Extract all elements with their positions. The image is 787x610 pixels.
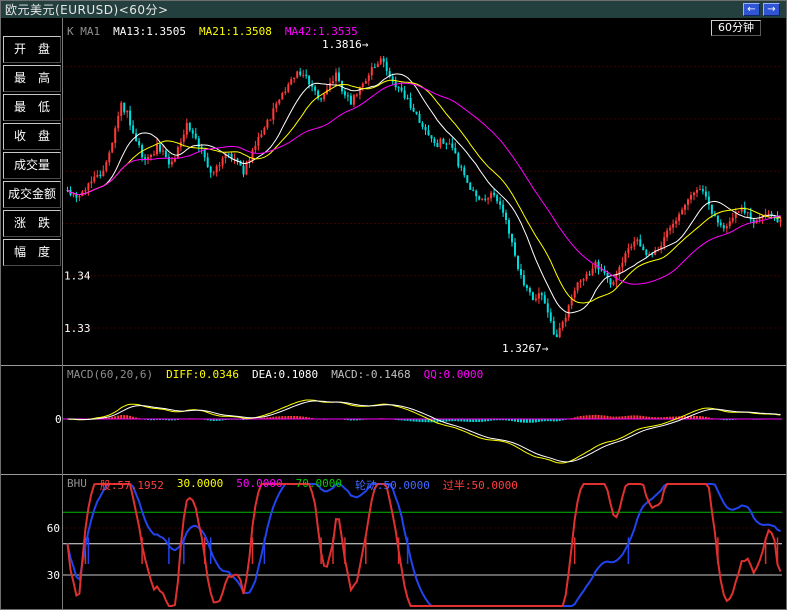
svg-text:30: 30 [47, 569, 60, 582]
macd-chart[interactable]: 0 [0, 365, 787, 474]
sidebar-item-low[interactable]: 最 低 [3, 94, 61, 121]
sidebar-item-label: 最 低 [14, 100, 50, 114]
svg-text:0: 0 [55, 413, 62, 426]
bhu-panel: BHU 股:57.1952 30.0000 50.0000 70.0000 轮动… [0, 474, 787, 610]
quote-sidebar: 开 盘 最 高 最 低 收 盘 成交量 成交金额 涨 跌 幅 度 [3, 36, 61, 268]
sidebar-item-volume[interactable]: 成交量 [3, 152, 61, 179]
sidebar-item-turnover[interactable]: 成交金额 [3, 181, 61, 208]
sidebar-item-label: 收 盘 [14, 129, 50, 143]
svg-text:1.3816→: 1.3816→ [322, 38, 369, 51]
titlebar: 欧元美元(EURUSD)<60分> ← → [0, 0, 787, 18]
sidebar-item-close[interactable]: 收 盘 [3, 123, 61, 150]
timeframe-badge[interactable]: 60分钟 [711, 20, 761, 36]
svg-text:60: 60 [47, 522, 60, 535]
macd-panel: MACD(60,20,6) DIFF:0.0346 DEA:0.1080 MAC… [0, 365, 787, 474]
sidebar-item-label: 涨 跌 [14, 216, 50, 230]
arrow-left-icon: ← [747, 4, 755, 15]
main-chart-panel: K MA1 MA13:1.3505 MA21:1.3508 MA42:1.353… [0, 18, 787, 365]
app-window: 欧元美元(EURUSD)<60分> ← → 60分钟 开 盘 最 高 最 低 收… [0, 0, 787, 610]
sidebar-item-label: 幅 度 [14, 245, 50, 259]
svg-text:1.34: 1.34 [64, 270, 91, 283]
sidebar-item-label: 成交量 [14, 158, 50, 172]
nav-buttons: ← → [743, 3, 780, 16]
sidebar-item-label: 最 高 [14, 71, 50, 85]
sidebar-item-high[interactable]: 最 高 [3, 65, 61, 92]
sidebar-item-change[interactable]: 涨 跌 [3, 210, 61, 237]
sidebar-item-range[interactable]: 幅 度 [3, 239, 61, 266]
sidebar-item-open[interactable]: 开 盘 [3, 36, 61, 63]
sidebar-item-label: 成交金额 [8, 187, 56, 201]
nav-right-button[interactable]: → [763, 3, 780, 16]
window-title: 欧元美元(EURUSD)<60分> [5, 1, 743, 18]
bhu-chart[interactable]: 60 30 [0, 474, 787, 610]
nav-left-button[interactable]: ← [743, 3, 760, 16]
svg-text:1.33: 1.33 [64, 322, 91, 335]
sidebar-item-label: 开 盘 [14, 42, 50, 56]
arrow-right-icon: → [767, 4, 775, 15]
candlestick-chart[interactable]: 1.34 1.33 1.3816→ 1.3267→ [0, 18, 787, 365]
svg-text:1.3267→: 1.3267→ [502, 342, 549, 355]
